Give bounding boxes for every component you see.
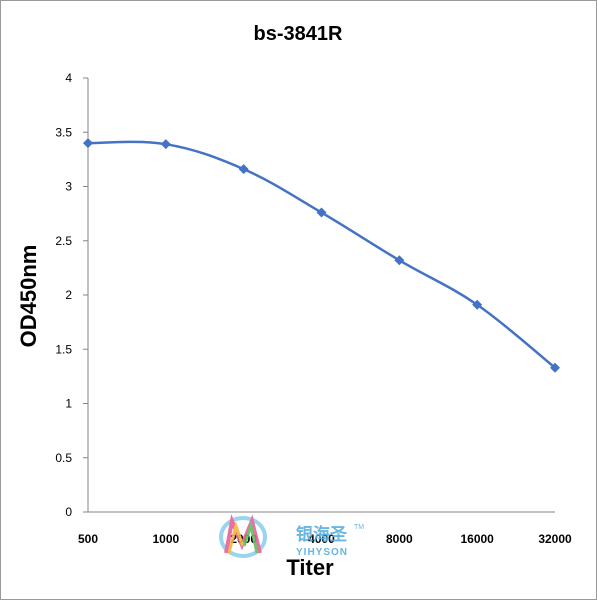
y-tick-label: 0.5 (55, 451, 72, 465)
y-tick-label: 4 (65, 71, 72, 85)
y-tick-label: 0 (65, 505, 72, 519)
data-point (238, 164, 249, 175)
x-tick-label: 500 (78, 532, 98, 546)
data-point (550, 362, 560, 373)
x-tick-label: 16000 (460, 532, 494, 546)
x-tick-label: 1000 (152, 532, 179, 546)
data-point (316, 207, 327, 218)
axes (83, 77, 555, 513)
watermark-tm: TM (354, 524, 364, 531)
data-point (83, 138, 93, 149)
y-tick-label: 1.5 (55, 342, 72, 356)
y-tick-label: 3.5 (55, 125, 72, 139)
chart-title: bs-3841R (254, 23, 343, 45)
data-point (394, 255, 405, 266)
watermark-cn-text: 银海圣 (296, 524, 348, 545)
data-point (472, 299, 483, 310)
x-tick-label: 8000 (386, 532, 413, 546)
x-tick-label: 4000 (308, 532, 335, 546)
series-line (87, 140, 556, 369)
y-tick-label: 3 (65, 180, 72, 194)
y-tick-label: 2.5 (55, 234, 72, 248)
x-tick-label: 32000 (538, 532, 572, 546)
x-tick-labels: 500 1000 2000 4000 8000 16000 32000 (78, 532, 572, 546)
x-axis-label: Titer (286, 555, 334, 580)
y-tick-labels: 0 0.5 1 1.5 2 2.5 3 3.5 4 (55, 71, 72, 519)
y-tick-label: 1 (65, 397, 72, 411)
watermark: 银海圣 TM YIHYSON (219, 514, 364, 558)
data-point (160, 139, 171, 150)
series-group (83, 138, 560, 373)
y-axis-label: OD450nm (16, 245, 41, 348)
yihyson-logo-icon (219, 514, 267, 558)
y-tick-label: 2 (65, 288, 72, 302)
watermark-en-text: YIHYSON (296, 547, 348, 558)
